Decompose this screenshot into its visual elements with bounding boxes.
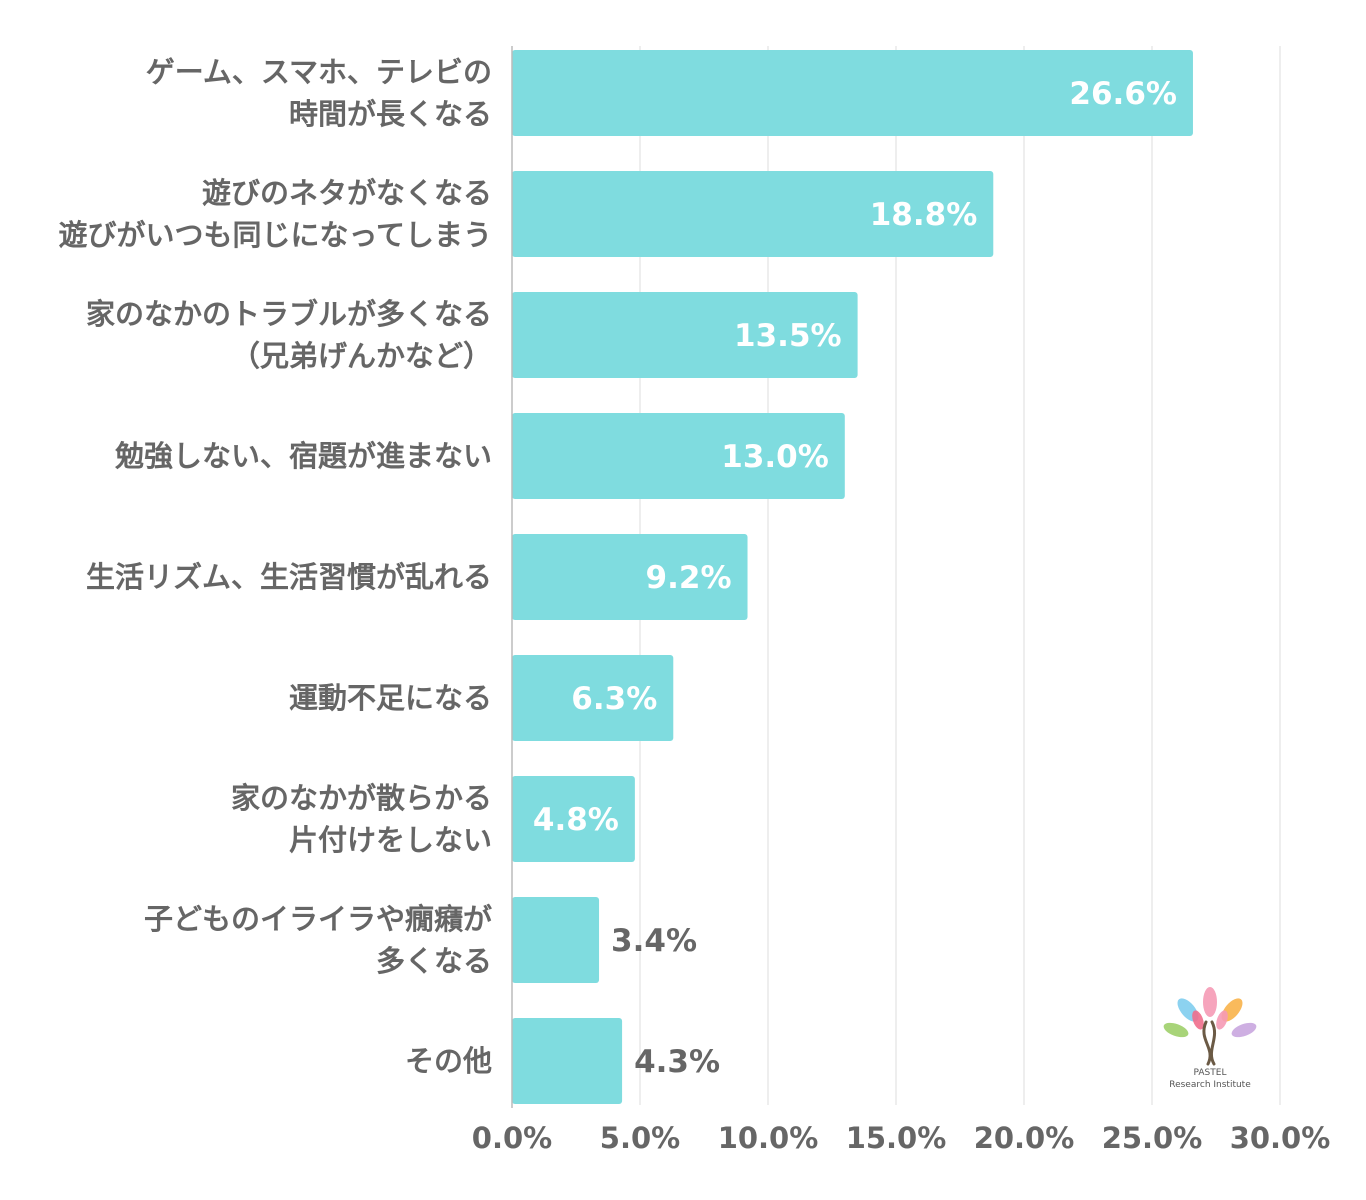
category-label: 勉強しない、宿題が進まない xyxy=(114,439,492,473)
bar-value-label: 4.3% xyxy=(634,1044,720,1080)
bar xyxy=(512,776,635,862)
category-label: 家のなかが散らかる xyxy=(231,781,492,815)
bar-value-label: 26.6% xyxy=(1069,76,1177,112)
category-label: ゲーム、スマホ、テレビの xyxy=(146,55,492,89)
x-tick-label: 5.0% xyxy=(600,1121,680,1155)
x-tick-label: 20.0% xyxy=(974,1121,1075,1155)
category-label: 家のなかのトラブルが多くなる xyxy=(86,297,492,331)
category-label: 時間が長くなる xyxy=(289,97,492,131)
category-label: 生活リズム、生活習慣が乱れる xyxy=(86,560,492,594)
logo-petal xyxy=(1203,987,1217,1017)
x-tick-label: 10.0% xyxy=(718,1121,819,1155)
bar xyxy=(512,534,748,620)
bar-value-label: 6.3% xyxy=(571,681,657,717)
bar-value-label: 13.0% xyxy=(721,439,829,475)
x-tick-label: 15.0% xyxy=(846,1121,947,1155)
logo-trunk xyxy=(1202,1020,1217,1066)
bar xyxy=(512,413,845,499)
bar-value-label: 9.2% xyxy=(646,560,732,596)
category-label: 多くなる xyxy=(376,944,492,978)
x-tick-label: 30.0% xyxy=(1230,1121,1331,1155)
category-label: その他 xyxy=(405,1044,492,1078)
x-axis-tick-labels: 0.0% 5.0% 10.0% 15.0% 20.0% 25.0% 30.0% xyxy=(472,1121,1331,1155)
category-label: 遊びがいつも同じになってしまう xyxy=(58,218,492,252)
bar xyxy=(512,171,994,257)
bars xyxy=(512,50,1193,1104)
category-labels: ゲーム、スマホ、テレビの時間が長くなる遊びのネタがなくなる遊びがいつも同じになっ… xyxy=(58,55,492,1078)
pastel-logo: PASTEL Research Institute xyxy=(1163,987,1257,1090)
x-tick-label: 25.0% xyxy=(1102,1121,1203,1155)
category-label: （兄弟げんかなど） xyxy=(231,339,492,373)
category-label: 子どものイライラや癇癪が xyxy=(144,902,492,936)
bar xyxy=(512,1018,623,1104)
logo-petal xyxy=(1192,1010,1204,1030)
value-labels: 26.6% 18.8% 13.5% 13.0% 9.2% 6.3% 4.8% 3.4% 4.3% xyxy=(533,76,1177,1080)
bar-value-label: 3.4% xyxy=(611,923,697,959)
logo-petal xyxy=(1231,1022,1257,1038)
logo-line1: PASTEL xyxy=(1194,1068,1227,1078)
category-label: 運動不足になる xyxy=(289,681,492,715)
logo-petal xyxy=(1163,1022,1189,1038)
bar xyxy=(512,50,1193,136)
bar xyxy=(512,897,600,983)
x-tick-label: 0.0% xyxy=(472,1121,552,1155)
bar-value-label: 18.8% xyxy=(870,197,978,233)
leaf-icon xyxy=(1163,987,1257,1066)
bar xyxy=(512,292,858,378)
category-label: 遊びのネタがなくなる xyxy=(202,176,492,210)
category-label: 片付けをしない xyxy=(289,823,492,857)
bar-value-label: 4.8% xyxy=(533,802,619,838)
logo-petal xyxy=(1216,1010,1228,1030)
bar xyxy=(512,655,674,741)
logo-line2: Research Institute xyxy=(1169,1080,1251,1090)
bar-value-label: 13.5% xyxy=(734,318,842,354)
